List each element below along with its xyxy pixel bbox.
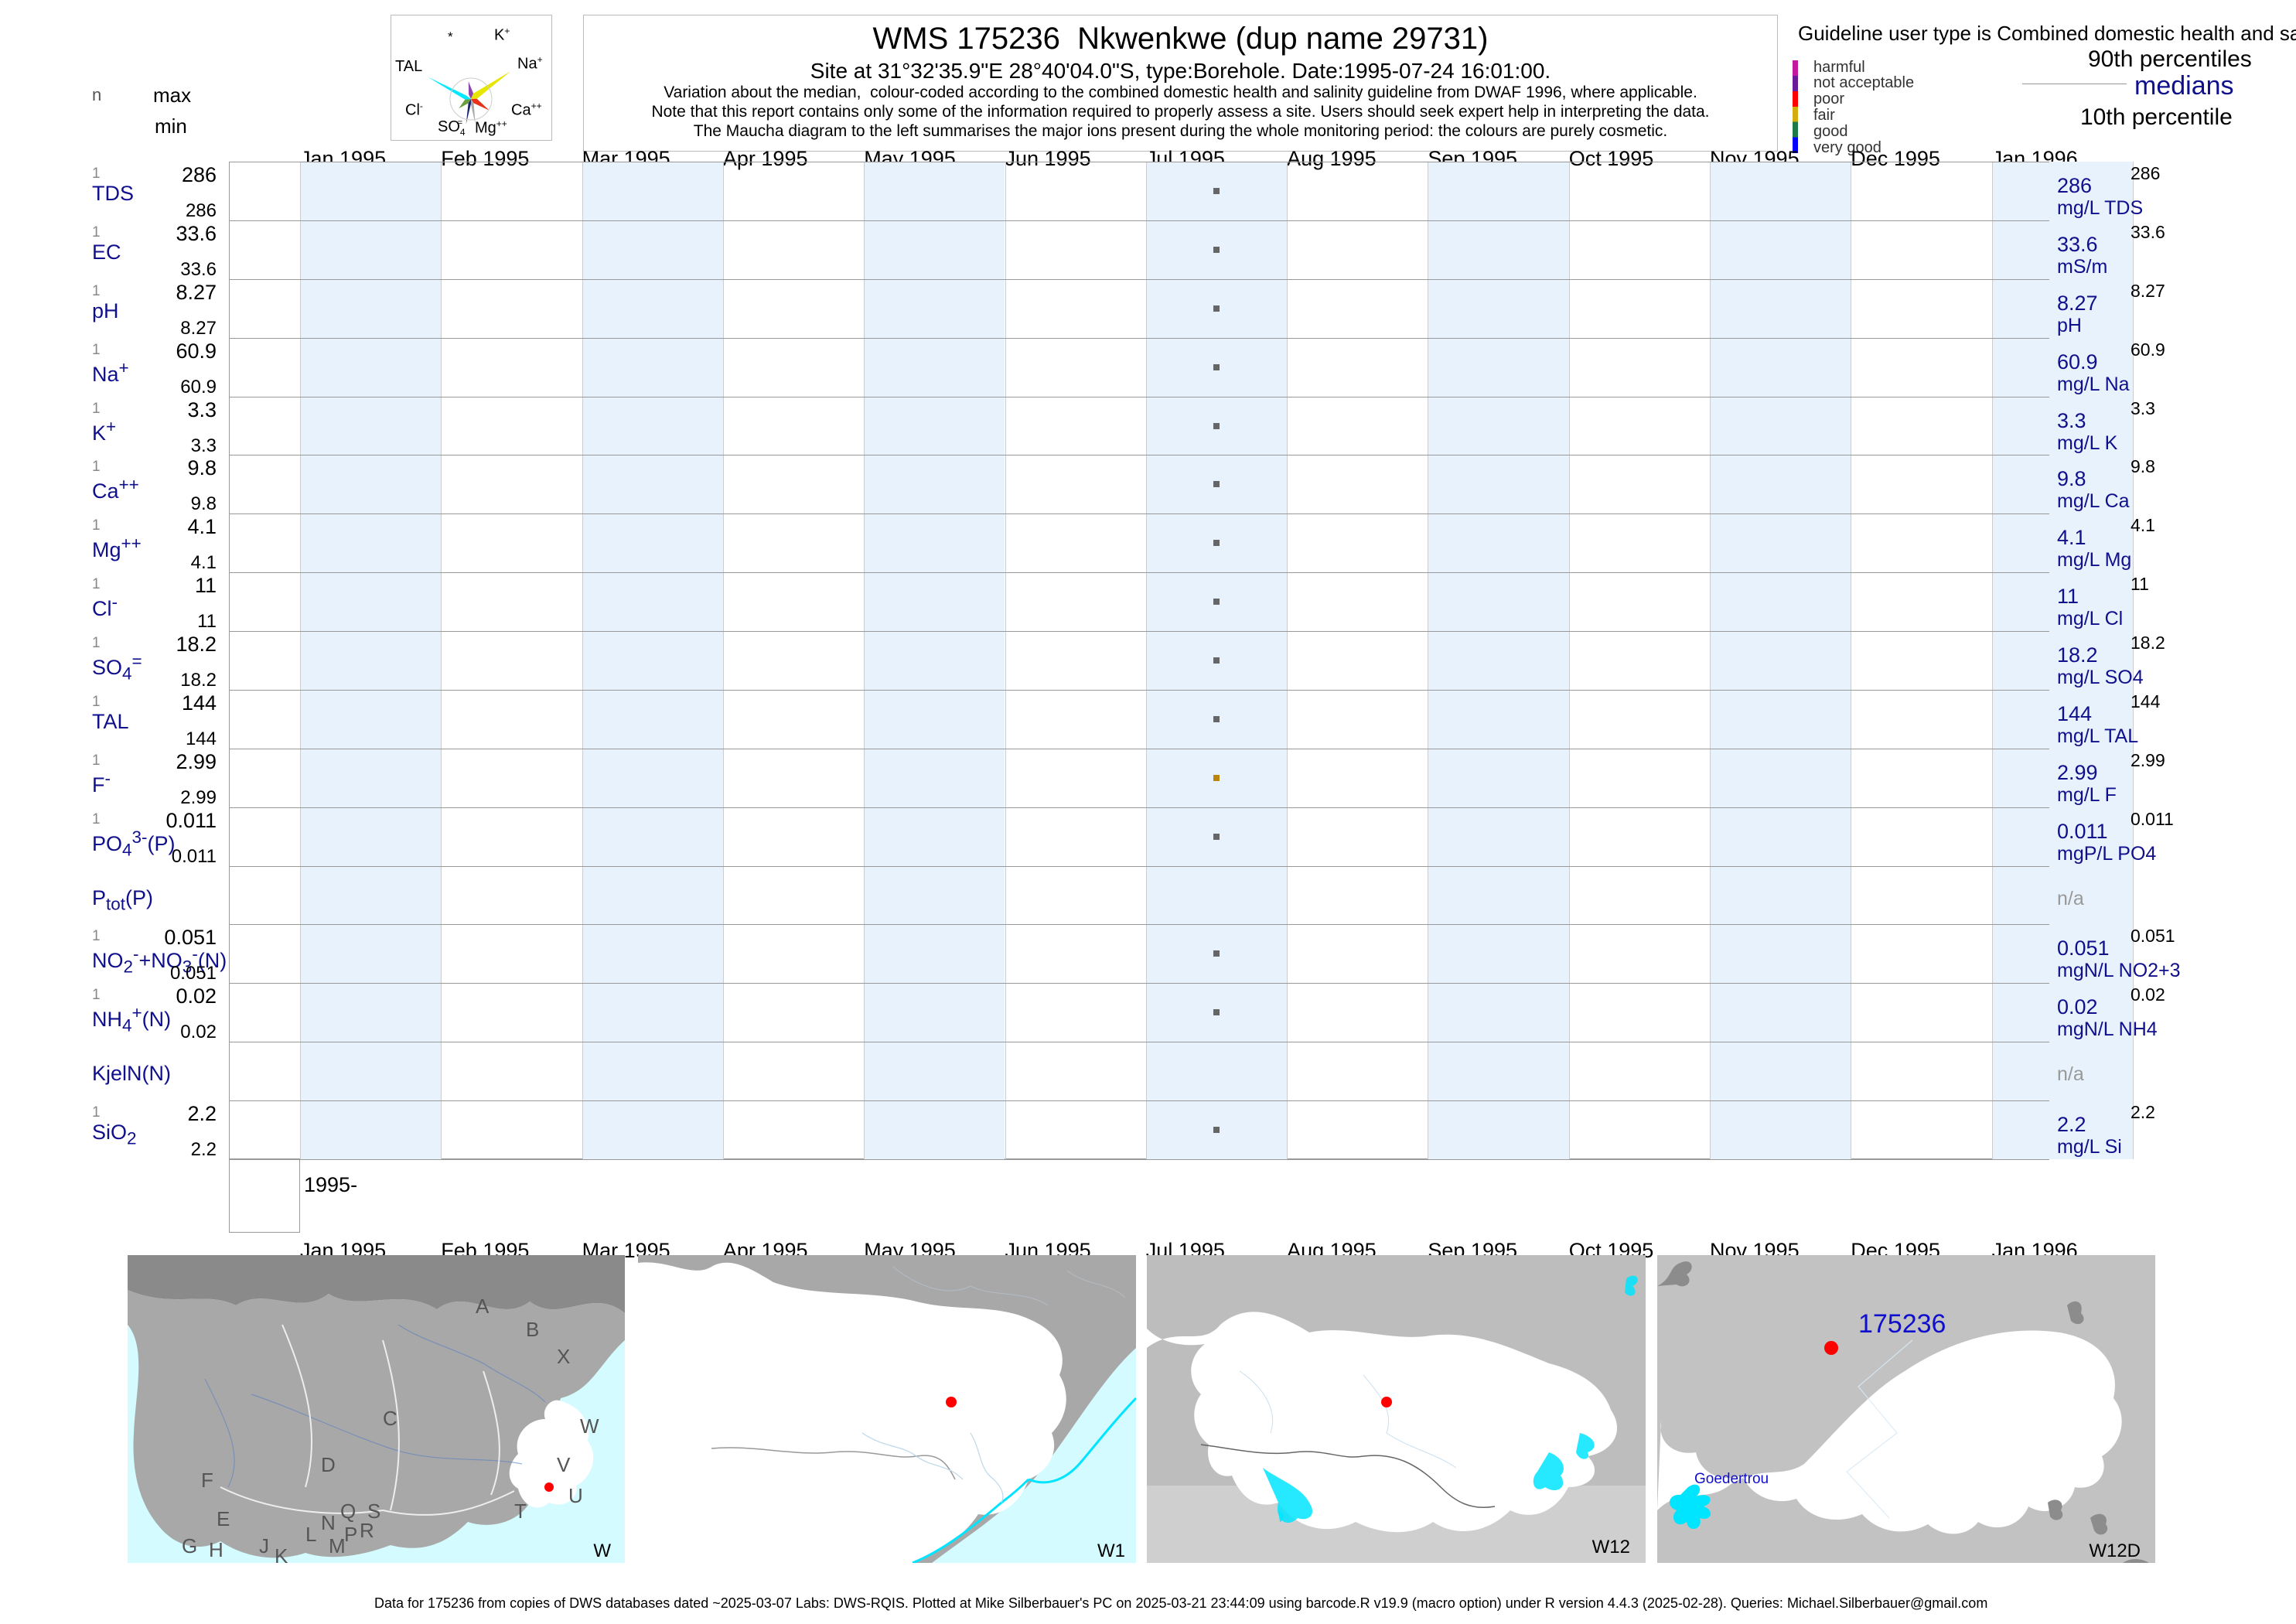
svg-text:Goedertrou: Goedertrou bbox=[1694, 1471, 1769, 1487]
svg-text:V: V bbox=[557, 1453, 571, 1476]
svg-text:N: N bbox=[321, 1511, 336, 1534]
svg-text:E: E bbox=[217, 1507, 230, 1530]
svg-text:U: U bbox=[568, 1484, 583, 1507]
svg-text:F: F bbox=[201, 1469, 213, 1492]
svg-text:Q: Q bbox=[340, 1499, 356, 1523]
svg-text:W1: W1 bbox=[1097, 1540, 1125, 1561]
svg-text:H: H bbox=[209, 1538, 223, 1561]
svg-text:P: P bbox=[344, 1523, 357, 1546]
svg-text:A: A bbox=[476, 1295, 490, 1318]
svg-text:W12: W12 bbox=[1592, 1537, 1630, 1557]
svg-text:G: G bbox=[182, 1534, 197, 1557]
svg-text:175236: 175236 bbox=[1858, 1309, 1946, 1339]
svg-text:T: T bbox=[514, 1499, 527, 1523]
svg-text:W: W bbox=[593, 1540, 611, 1561]
svg-text:W12D: W12D bbox=[2089, 1540, 2141, 1561]
svg-text:B: B bbox=[526, 1318, 539, 1341]
svg-text:S: S bbox=[367, 1499, 380, 1523]
svg-text:D: D bbox=[321, 1453, 336, 1476]
svg-text:X: X bbox=[557, 1345, 570, 1368]
svg-text:W: W bbox=[580, 1414, 599, 1438]
svg-text:C: C bbox=[383, 1407, 397, 1430]
svg-text:K: K bbox=[275, 1544, 288, 1563]
svg-text:M: M bbox=[329, 1534, 346, 1557]
svg-text:J: J bbox=[259, 1534, 269, 1557]
svg-text:L: L bbox=[305, 1523, 316, 1546]
